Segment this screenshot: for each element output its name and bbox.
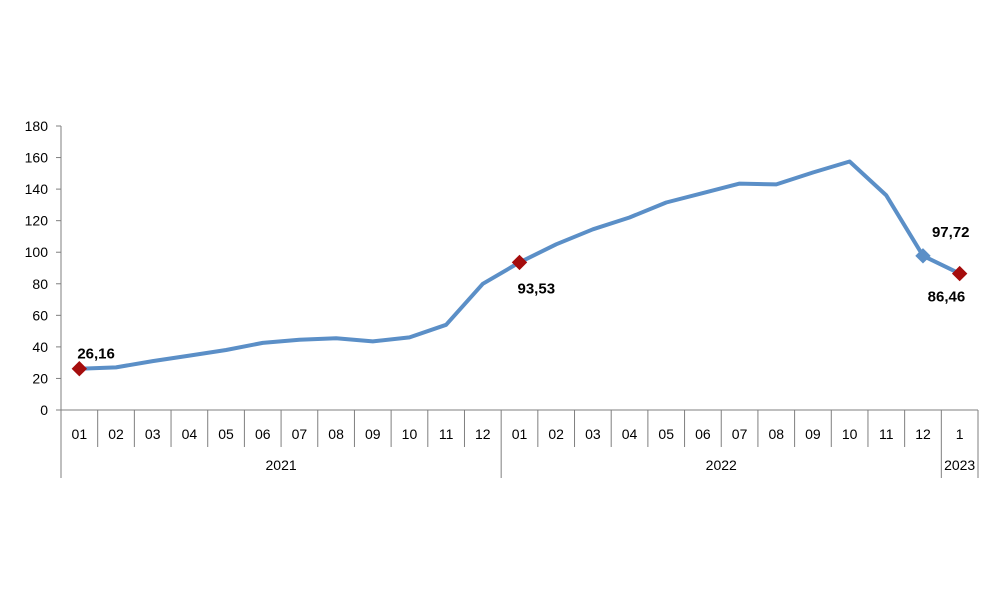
data-label: 86,46 (928, 289, 966, 306)
y-axis: 0 20 40 60 80 100 120 140 160 180 (25, 118, 62, 418)
x-tick-label: 11 (879, 426, 894, 442)
x-tick-label: 08 (768, 426, 784, 442)
y-tick-label: 20 (32, 370, 48, 386)
x-tick-label: 12 (915, 426, 931, 442)
y-tick-label: 100 (25, 244, 49, 260)
x-tick-label: 02 (548, 426, 564, 442)
y-tick-label: 0 (40, 402, 48, 418)
x-tick-label: 02 (108, 426, 124, 442)
markers-layer (71, 248, 968, 377)
y-tick-label: 120 (25, 213, 49, 229)
data-label: 26,16 (77, 346, 115, 363)
x-tick-label: 05 (658, 426, 674, 442)
x-tick-label: 09 (365, 426, 381, 442)
x-tick-label: 1 (956, 426, 964, 442)
data-point-marker (511, 254, 528, 271)
x-tick-label: 01 (512, 426, 528, 442)
year-label: 2023 (944, 457, 975, 473)
y-tick-label: 180 (25, 118, 49, 134)
data-point-marker (915, 248, 931, 264)
x-tick-label: 01 (72, 426, 88, 442)
x-tick-label: 08 (328, 426, 344, 442)
x-tick-label: 03 (585, 426, 601, 442)
x-tick-label: 05 (218, 426, 234, 442)
y-tick-label: 160 (25, 150, 49, 166)
x-axis: 01 02 03 04 05 06 07 08 09 10 11 12 01 02 03 04 05 06 07 08… (60, 409, 979, 478)
x-tick-label: 10 (842, 426, 858, 442)
data-labels-layer: 26,16 93,53 97,72 86,46 (77, 224, 969, 363)
data-label: 93,53 (518, 280, 556, 297)
x-tick-label: 07 (292, 426, 308, 442)
x-tick-label: 06 (695, 426, 711, 442)
year-label: 2021 (266, 457, 297, 473)
x-tick-label: 11 (439, 426, 454, 442)
data-point-marker (951, 265, 968, 282)
y-tick-label: 140 (25, 181, 49, 197)
x-tick-label: 03 (145, 426, 161, 442)
y-tick-label: 80 (32, 276, 48, 292)
y-tick-label: 40 (32, 339, 48, 355)
data-point-marker (71, 361, 88, 377)
data-label: 97,72 (932, 224, 970, 241)
x-tick-label: 10 (402, 426, 418, 442)
x-tick-label: 09 (805, 426, 821, 442)
x-tick-label: 04 (622, 426, 638, 442)
x-tick-label: 12 (475, 426, 491, 442)
year-label: 2022 (706, 457, 737, 473)
y-tick-label: 60 (32, 307, 48, 323)
x-tick-label: 06 (255, 426, 271, 442)
x-tick-label: 04 (182, 426, 198, 442)
x-tick-label: 07 (732, 426, 748, 442)
